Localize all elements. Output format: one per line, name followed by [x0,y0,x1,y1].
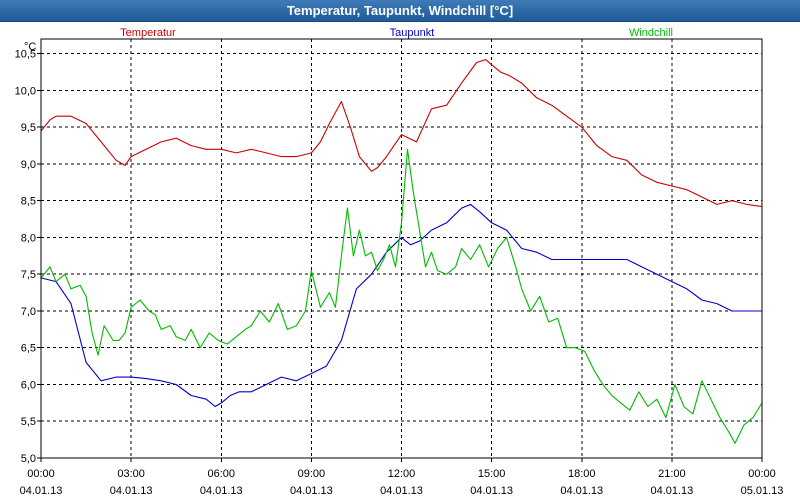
y-tick-label: 8,5 [21,196,36,208]
y-tick-label: 6,5 [21,343,36,355]
y-tick-label: 7,5 [21,269,36,281]
x-tick-time-label: 00:00 [27,468,55,480]
series-line-temperatur [40,59,763,208]
x-tick-time-label: 00:00 [748,468,776,480]
x-tick-time-label: 15:00 [478,468,506,480]
y-tick-label: 8,0 [21,232,36,244]
y-tick-label: 6,0 [21,379,36,391]
x-tick-date-label: 04.01.13 [290,485,333,497]
x-tick-time-label: 09:00 [298,468,326,480]
legend-entry-taupunkt: Taupunkt [390,27,435,39]
series-line-taupunkt [40,203,762,408]
x-tick-date-label: 04.01.13 [650,485,693,497]
y-tick-label: 5,5 [21,416,36,428]
x-tick-time-label: 18:00 [568,468,596,480]
line-chart: 5,0 5,5 6,0 6,5 7,0 7,5 8,0 8,5 9,0 9,5 10,0 10,5°C… [15,27,784,497]
x-tick-date-label: 05.01.13 [741,485,784,497]
x-tick-time-label: 03:00 [117,468,145,480]
y-tick-label: 5,0 [21,453,36,465]
legend-entry-windchill: Windchill [629,27,673,39]
x-tick-time-label: 06:00 [207,468,235,480]
y-tick-label: 7,0 [21,306,36,318]
series-line-windchill [40,148,763,444]
x-tick-date-label: 04.01.13 [560,485,603,497]
y-tick-label: 9,5 [21,122,36,134]
x-tick-date-label: 04.01.13 [200,485,243,497]
y-axis-unit-label: °C [24,41,36,53]
y-tick-label: 10,5 [15,49,36,61]
y-tick-label: 10,0 [15,85,36,97]
x-tick-time-label: 21:00 [658,468,686,480]
x-tick-date-label: 04.01.13 [380,485,423,497]
legend-entry-temperatur: Temperatur [120,27,176,39]
y-tick-label: 9,0 [21,159,36,171]
x-tick-date-label: 04.01.13 [470,485,513,497]
x-tick-date-label: 04.01.13 [110,485,153,497]
x-tick-time-label: 12:00 [388,468,416,480]
window-title: Temperatur, Taupunkt, Windchill [°C] [0,0,800,22]
x-tick-date-label: 04.01.13 [20,485,63,497]
